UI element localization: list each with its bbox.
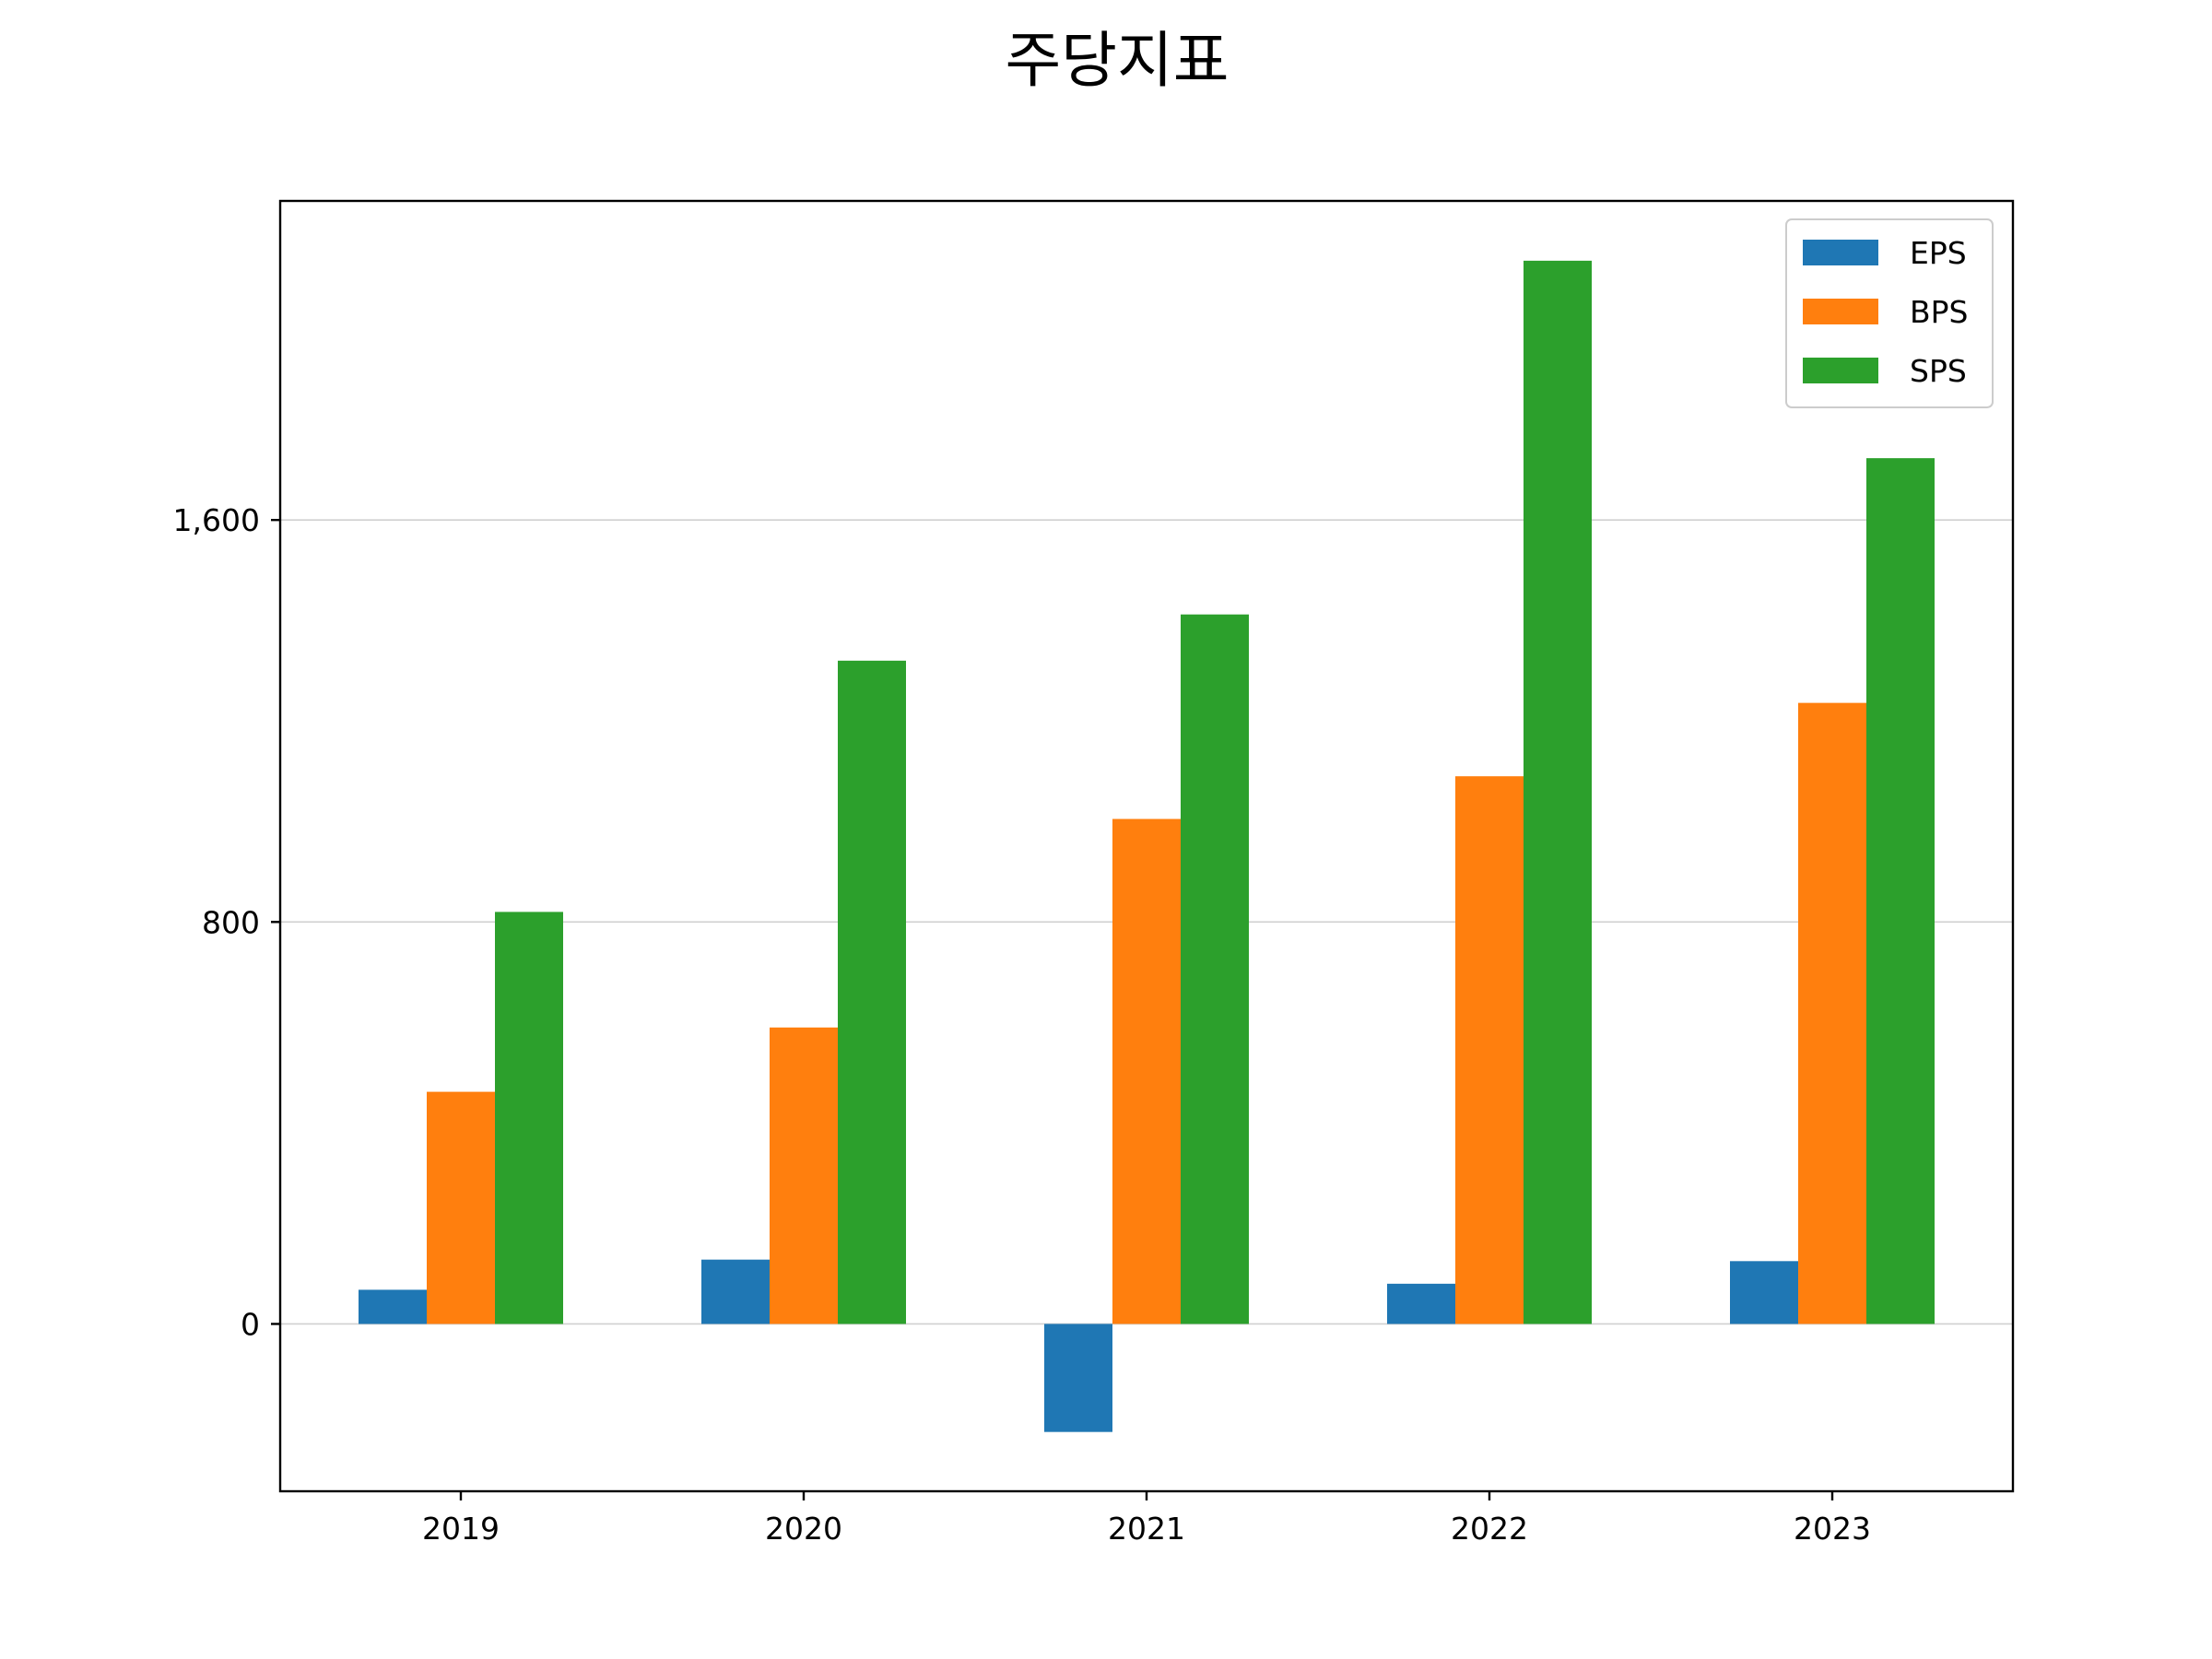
bar-eps-2019 (359, 1289, 427, 1324)
bar-bps-2021 (1112, 818, 1181, 1324)
legend-swatch-eps (1803, 240, 1878, 265)
bar-bps-2023 (1798, 702, 1866, 1324)
x-axis: 2019 2020 2021 2022 2023 (422, 1491, 1871, 1547)
x-tick-label: 2021 (1108, 1511, 1185, 1547)
x-tick-label: 2019 (422, 1511, 500, 1547)
legend-label-sps: SPS (1910, 353, 1967, 389)
y-tick-label: 0 (241, 1306, 260, 1342)
bar-eps-2020 (701, 1259, 770, 1324)
bar-bps-2020 (770, 1027, 838, 1324)
x-tick-label: 2023 (1794, 1511, 1871, 1547)
x-tick-label: 2022 (1451, 1511, 1528, 1547)
legend-label-bps: BPS (1910, 294, 1969, 330)
bar-eps-2023 (1730, 1261, 1798, 1324)
bar-bps-2019 (427, 1091, 495, 1324)
legend-label-eps: EPS (1910, 235, 1967, 271)
bar-eps-2021 (1044, 1324, 1112, 1432)
bars (359, 260, 1935, 1432)
y-tick-label: 800 (202, 904, 260, 940)
bar-sps-2022 (1524, 260, 1592, 1324)
bar-sps-2019 (495, 912, 563, 1324)
legend-swatch-bps (1803, 299, 1878, 324)
bar-bps-2022 (1455, 776, 1524, 1324)
bar-sps-2021 (1181, 614, 1249, 1324)
y-tick-label: 1,600 (173, 502, 260, 538)
chart-title: 주당지표 (1006, 25, 1230, 96)
bar-eps-2022 (1387, 1283, 1455, 1324)
bar-sps-2020 (838, 660, 906, 1324)
legend-swatch-sps (1803, 358, 1878, 383)
y-axis: 0 800 1,600 (173, 502, 280, 1342)
legend: EPS BPS SPS (1785, 218, 1994, 408)
x-tick-label: 2020 (765, 1511, 842, 1547)
bar-sps-2023 (1866, 458, 1935, 1324)
